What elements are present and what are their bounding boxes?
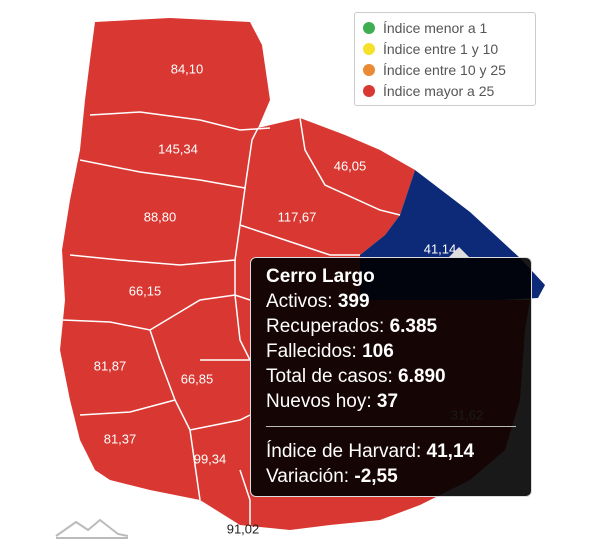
legend-item: Índice mayor a 25: [363, 80, 527, 101]
region-label: 99,34: [194, 451, 227, 466]
legend-label: Índice menor a 1: [383, 19, 488, 36]
border: [189, 414, 251, 431]
legend-item: Índice menor a 1: [363, 17, 527, 38]
row-label: Índice de Harvard:: [266, 441, 422, 462]
border: [69, 187, 246, 266]
tooltip-row: Nuevos hoy: 37: [266, 389, 516, 414]
tooltip-title: Cerro Largo: [266, 266, 375, 287]
region-label: 91,02: [227, 521, 260, 536]
row-value: 106: [362, 341, 394, 362]
logo: [55, 518, 129, 537]
legend-label: Índice entre 10 y 25: [383, 61, 506, 78]
region-label: 88,80: [144, 209, 177, 224]
tooltip-row: Activos: 399: [266, 289, 516, 314]
row-value: 399: [337, 291, 370, 312]
region-label: 84,10: [171, 61, 204, 76]
region-label: 41,14: [424, 241, 457, 256]
tooltip-row: Variación: -2,55: [266, 464, 516, 489]
legend-label: Índice entre 1 y 10: [383, 40, 499, 57]
tooltip-row: Recuperados: 6.385: [266, 314, 516, 339]
region-label: 81,37: [104, 431, 137, 446]
region-label: 81,87: [94, 358, 127, 373]
region-label: 117,67: [278, 209, 317, 224]
region-label: 145,34: [158, 141, 198, 156]
row-value: 41,14: [426, 441, 475, 462]
tooltip-row: Índice de Harvard: 41,14: [266, 439, 516, 464]
legend-swatch: [363, 84, 375, 97]
legend-swatch: [363, 42, 375, 55]
tooltip-pointer: [449, 247, 469, 257]
row-label: Variación:: [266, 466, 350, 487]
tooltip-row: Fallecidos: 106: [266, 339, 516, 364]
border: [79, 127, 259, 189]
row-value: 6.385: [389, 316, 438, 337]
legend-swatch: [363, 63, 375, 76]
legend-item: Índice entre 1 y 10: [363, 38, 527, 59]
row-value: -2,55: [354, 466, 398, 487]
row-value: 6.890: [398, 366, 446, 387]
region-label: 66,15: [129, 283, 162, 298]
row-value: 37: [376, 391, 399, 412]
border: [62, 294, 251, 331]
region-label: 66,85: [181, 371, 214, 386]
row-label: Activos:: [266, 291, 333, 312]
border: [79, 399, 176, 416]
region-label: 46,05: [334, 158, 367, 173]
row-label: Total de casos:: [266, 366, 393, 387]
row-label: Fallecidos:: [266, 341, 357, 362]
separator: [266, 426, 516, 427]
border: [299, 117, 401, 216]
tooltip-row: Total de casos: 6.890: [266, 364, 516, 389]
border: [234, 260, 251, 361]
department-borders: [62, 111, 401, 525]
legend-swatch: [363, 21, 375, 34]
tooltip: Cerro Largo Activos: 399 Recuperados: 6.3…: [250, 257, 532, 497]
border: [89, 111, 271, 131]
legend: Índice menor a 1 Índice entre 1 y 10 Índic…: [354, 12, 536, 106]
region-labels: 84,10 145,34 46,05 88,80 117,67 41,14 66,15 81,…: [94, 61, 484, 536]
border: [239, 224, 360, 256]
legend-item: Índice entre 10 y 25: [363, 59, 527, 80]
row-label: Recuperados:: [266, 316, 385, 337]
row-label: Nuevos hoy:: [266, 391, 372, 412]
border: [239, 469, 251, 525]
legend-label: Índice mayor a 25: [383, 82, 495, 99]
